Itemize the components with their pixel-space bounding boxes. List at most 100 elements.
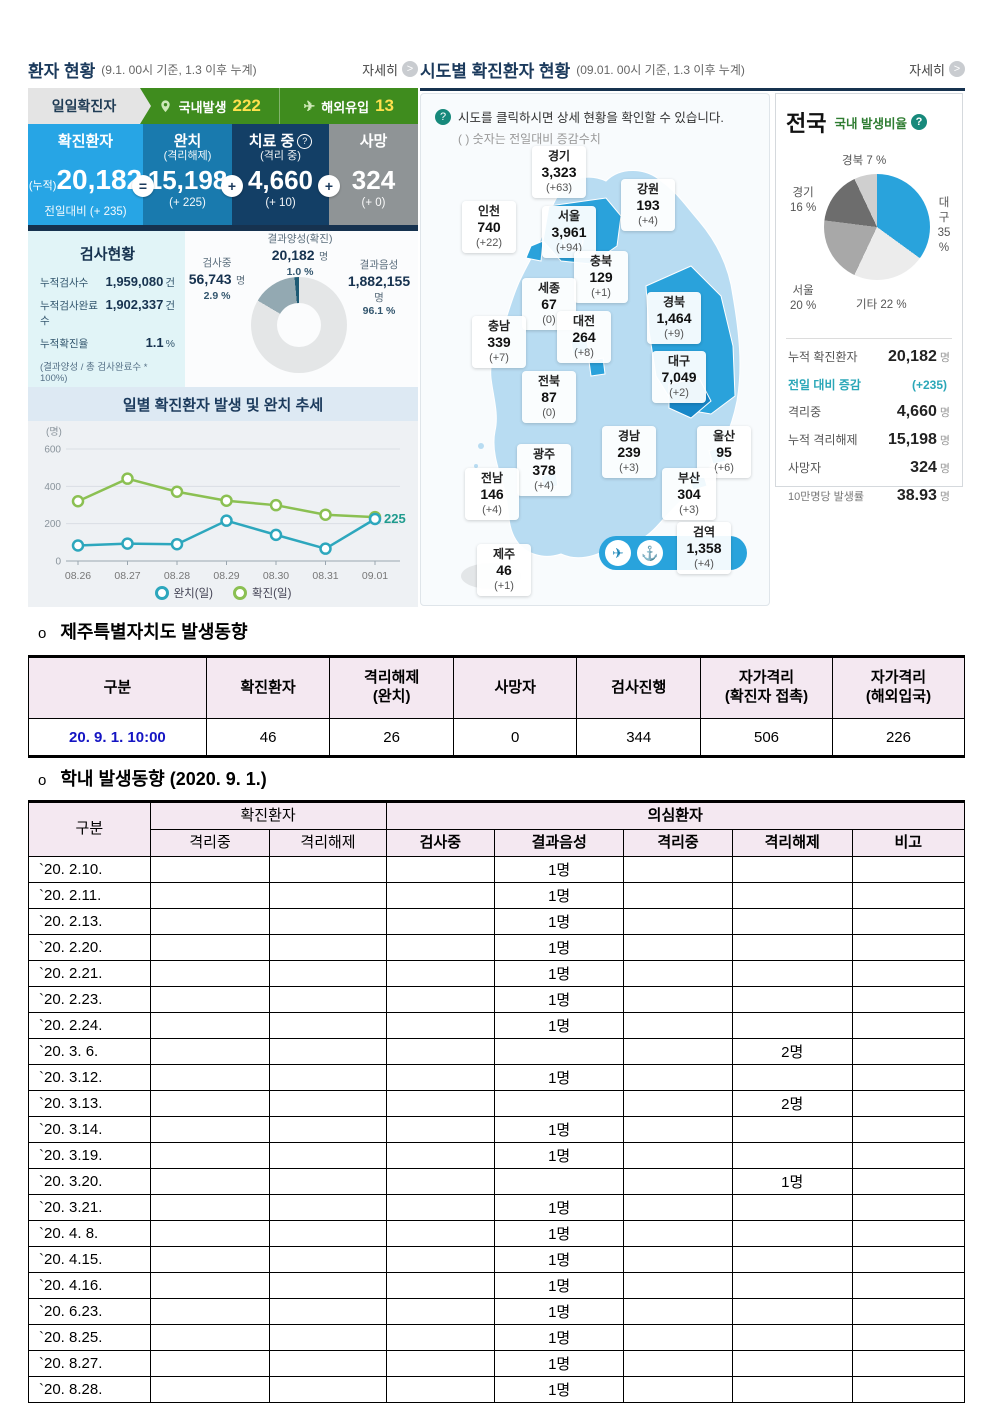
value-cell <box>731 1376 853 1403</box>
pie-label-seoul: 서울 20 % <box>790 285 817 312</box>
map-pin-icon <box>160 99 170 112</box>
value-cell <box>269 934 387 961</box>
test-status-section: 검사현황 누적검사수 1,959,080 건 누적검사완료수 1,902,337… <box>28 231 418 387</box>
value-cell <box>149 1272 271 1299</box>
value-cell <box>385 1272 496 1299</box>
value-cell <box>851 1116 966 1143</box>
school-data-row: `20. 3.19. 1명 <box>28 1142 966 1169</box>
question-icon[interactable]: ? <box>435 108 451 125</box>
value-cell <box>731 1116 853 1143</box>
date-cell: `20. 3.12. <box>28 1064 151 1091</box>
value-cell <box>623 934 733 961</box>
school-data-row: `20. 4. 8. 1명 <box>28 1220 966 1247</box>
question-icon[interactable]: ? <box>910 114 927 130</box>
map-region-label-jeonbuk[interactable]: 전북 87 (0) <box>522 371 576 424</box>
value-cell: 1명 <box>494 1350 625 1377</box>
value-cell <box>851 1142 966 1169</box>
value-cell <box>149 1220 271 1247</box>
equals-icon: = <box>132 175 154 197</box>
value-cell <box>851 882 966 909</box>
tab-daily-confirmed[interactable]: 일일확진자 <box>28 88 151 124</box>
group-header-confirmed: 확진환자 <box>149 801 387 830</box>
value-cell <box>623 1220 733 1247</box>
map-region-label-gwangju[interactable]: 광주 378 (+4) <box>517 444 571 497</box>
test-stat-row: 누적확진율 1.1 % <box>40 335 175 350</box>
legend-dot-icon <box>233 586 247 600</box>
svg-text:08.28: 08.28 <box>164 570 190 582</box>
value-cell <box>149 1376 271 1403</box>
national-stat-row: 누적 격리해제 15,198 명 <box>788 431 950 448</box>
value-cell: 344 <box>576 718 702 757</box>
date-cell: `20. 8.28. <box>28 1376 151 1403</box>
map-region-label-gyeongbuk[interactable]: 경북 1,464 (+9) <box>647 292 701 345</box>
value-cell <box>731 1324 853 1351</box>
map-region-label-busan[interactable]: 부산 304 (+3) <box>662 468 716 521</box>
value-cell <box>269 960 387 987</box>
value-cell <box>731 1246 853 1273</box>
imported-cases[interactable]: ✈ 해외유입 13 <box>278 88 419 124</box>
map-region-label-daegu[interactable]: 대구 7,049 (+2) <box>652 351 706 404</box>
school-data-row: `20. 4.15. 1명 <box>28 1246 966 1273</box>
legend-confirmed: 확진(일) <box>233 585 291 601</box>
school-data-row: `20. 2.21. 1명 <box>28 960 966 987</box>
panel-title: 시도별 확진환자 현황 <box>420 61 571 81</box>
map-region-label-jeonnam[interactable]: 전남 146 (+4) <box>465 468 519 521</box>
map-region-label-quarantine[interactable]: 검역 1,358 (+4) <box>677 522 731 575</box>
value-cell <box>494 1168 625 1195</box>
more-button[interactable]: 자세히 > <box>909 60 965 79</box>
value-cell <box>623 1324 733 1351</box>
map-region-label-chungbuk[interactable]: 충북 129 (+1) <box>574 251 628 304</box>
school-data-row: `20. 3. 6. 2명 <box>28 1038 966 1065</box>
group-header-suspected: 의심환자 <box>385 801 966 830</box>
value-cell: 1명 <box>494 986 625 1013</box>
test-status-note: (결과양성 / 총 검사완료수 * 100%) <box>40 362 148 384</box>
help-icon[interactable]: ? <box>297 134 313 149</box>
map-region-label-incheon[interactable]: 인천 740 (+22) <box>462 201 516 254</box>
map-region-label-chungnam[interactable]: 충남 339 (+7) <box>472 316 526 369</box>
map-region-label-gyeongnam[interactable]: 경남 239 (+3) <box>602 426 656 479</box>
more-button[interactable]: 자세히 > <box>362 60 418 79</box>
column-header: 구분 <box>28 801 151 857</box>
panel-title-note: (09.01. 00시 기준, 1.3 이후 누계) <box>576 62 745 77</box>
value-cell <box>851 1350 966 1377</box>
value-cell: 2명 <box>731 1038 853 1065</box>
stat-confirmed: 확진환자 (누적)20,182 전일대비 (+ 235) <box>28 124 143 225</box>
value-cell: 1명 <box>494 1194 625 1221</box>
map-region-label-daejeon[interactable]: 대전 264 (+8) <box>557 311 611 364</box>
value-cell <box>269 986 387 1013</box>
map-region-label-gyeonggi[interactable]: 경기 3,323 (+63) <box>532 146 586 199</box>
value-cell <box>623 1168 733 1195</box>
value-cell <box>851 856 966 883</box>
bullet: o <box>38 625 47 642</box>
national-summary-box: 전국 국내 발생비율 ? 경북 7 % 대구 35 % 경기 16 % 서울 20 %… <box>775 93 963 504</box>
value-cell <box>269 1038 387 1065</box>
date-cell: `20. 2.11. <box>28 882 151 909</box>
domestic-cases[interactable]: 국내발생 222 <box>140 88 279 124</box>
map-region-label-gangwon[interactable]: 강원 193 (+4) <box>621 179 675 232</box>
value-cell <box>623 856 733 883</box>
map-region-label-jeju[interactable]: 제주 46 (+1) <box>477 544 531 597</box>
value-cell <box>385 934 496 961</box>
value-cell <box>385 1220 496 1247</box>
value-cell <box>851 908 966 935</box>
value-cell: 26 <box>329 718 454 757</box>
value-cell <box>731 960 853 987</box>
value-cell <box>149 1350 271 1377</box>
chevron-right-icon: > <box>402 61 418 77</box>
value-cell <box>385 1064 496 1091</box>
date-cell: `20. 3.21. <box>28 1194 151 1221</box>
column-header: 확진환자 <box>205 656 331 719</box>
school-data-row: `20. 6.23. 1명 <box>28 1298 966 1325</box>
school-data-row: `20. 8.28. 1명 <box>28 1376 966 1403</box>
jeju-table: 구분 확진환자 격리해제 (완치) 사망자 검사진행 자가격리 (확진자 접촉)… <box>28 655 966 758</box>
daily-tab-bar: 일일확진자 국내발생 222 ✈ 해외유입 13 <box>28 88 418 124</box>
value-cell <box>149 1116 271 1143</box>
value-cell <box>623 1246 733 1273</box>
svg-text:08.27: 08.27 <box>114 570 140 582</box>
test-stat-row: 누적검사완료수 1,902,337 건 <box>40 297 175 327</box>
value-cell <box>149 1142 271 1169</box>
map-region-label-seoul[interactable]: 서울 3,961 (+94) <box>542 206 596 259</box>
panel-title-note: (9.1. 00시 기준, 1.3 이후 누계) <box>101 62 257 77</box>
value-cell <box>385 1090 496 1117</box>
value-cell: 1명 <box>494 1142 625 1169</box>
